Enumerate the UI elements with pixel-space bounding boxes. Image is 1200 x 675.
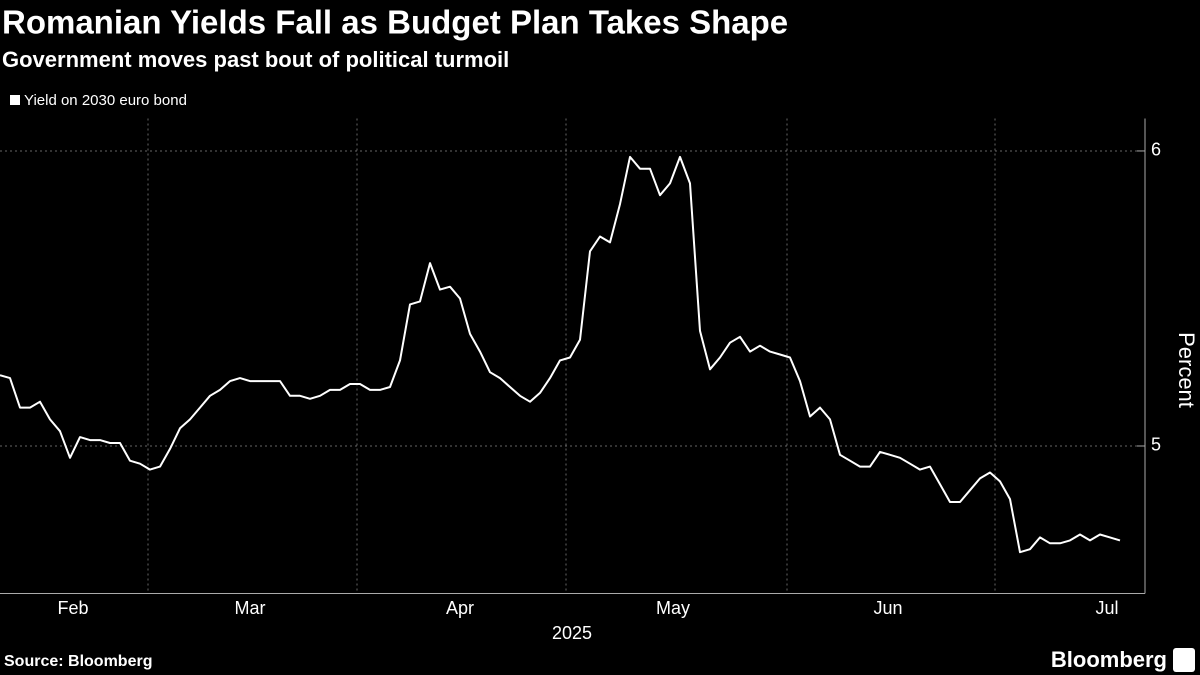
x-tick-label: Apr: [446, 598, 474, 618]
x-tick-label: Mar: [235, 598, 266, 618]
y-axis-label: Percent: [1174, 332, 1199, 408]
source: Source: Bloomberg: [4, 653, 152, 670]
x-axis-label: 2025: [552, 623, 592, 643]
legend-swatch: [10, 95, 20, 105]
x-tick-label: Jul: [1095, 598, 1118, 618]
legend-label: Yield on 2030 euro bond: [24, 92, 187, 109]
x-tick-label: Feb: [57, 598, 88, 618]
y-tick-label: 6: [1151, 140, 1161, 160]
y-tick-label: 5: [1151, 435, 1161, 455]
chart-subtitle: Government moves past bout of political …: [2, 47, 509, 72]
line: [0, 155, 1121, 554]
brand: Bloomberg: [1051, 647, 1167, 672]
brand-icon: [1173, 648, 1195, 672]
x-tick-label: May: [656, 598, 690, 618]
x-tick-label: Jun: [873, 598, 902, 618]
chart-title: Romanian Yields Fall as Budget Plan Take…: [2, 4, 788, 41]
